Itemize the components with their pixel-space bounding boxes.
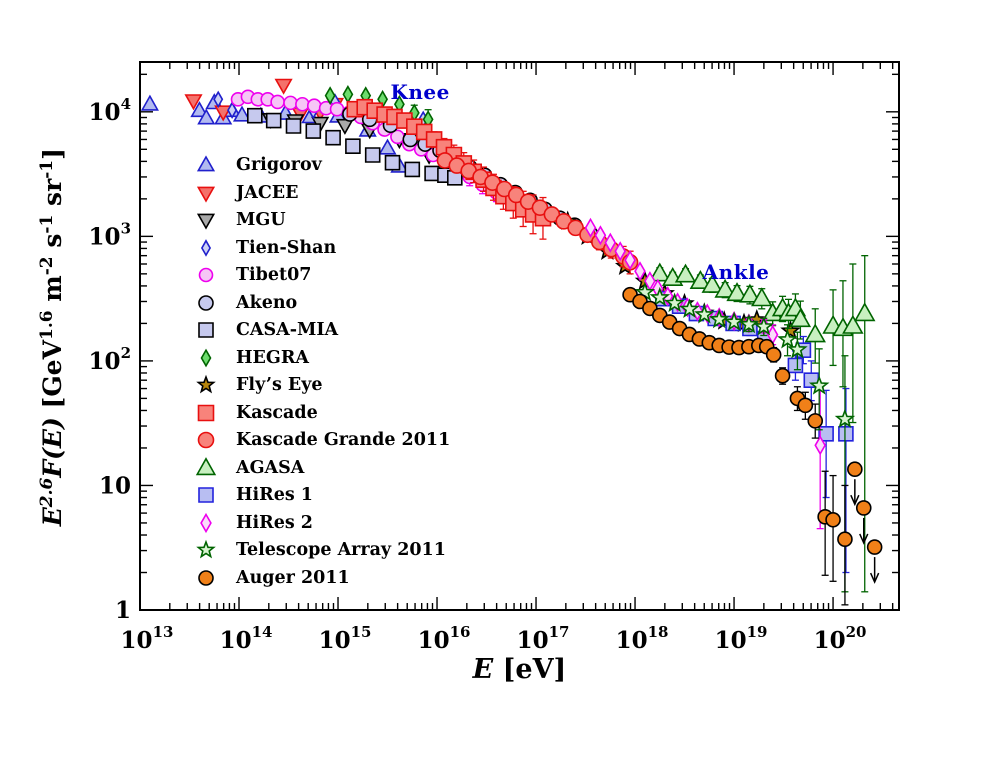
x-tick-label-18: 1018 — [616, 623, 669, 654]
axis-title-segment: -1 — [36, 159, 57, 179]
y-tick-label-4: 104 — [89, 95, 131, 126]
y-axis-title: E2.6F(E) [GeV1.6 m-2 s-1 sr-1] — [37, 57, 67, 617]
legend-item-grigorov: Grigorov — [188, 152, 322, 179]
y-tick-label-1: 10 — [99, 472, 131, 499]
x-tick-label-14: 1014 — [220, 623, 273, 654]
knee-annotation: Knee — [390, 79, 450, 104]
axis-title-segment: [GeV — [38, 340, 68, 418]
legend-item-agasa: AGASA — [188, 454, 304, 481]
legend-marker-akeno — [198, 294, 214, 311]
axis-title-segment: [eV] — [493, 654, 567, 685]
legend-marker-hegra — [200, 348, 212, 367]
axis-title-segment: 2.6 — [36, 477, 57, 508]
legend-label-hegra: HEGRA — [236, 347, 309, 368]
legend-label-telescope-array: Telescope Array 2011 — [236, 540, 446, 560]
y-tick-label-3: 103 — [89, 219, 131, 250]
series-agasa — [649, 255, 876, 593]
legend-label-akeno: Akeno — [236, 292, 298, 313]
legend-marker-hires-2 — [200, 512, 212, 533]
axis-title-segment: sr — [38, 178, 68, 215]
series-kascade-grande — [436, 152, 639, 275]
legend-item-mgu: MGU — [188, 207, 286, 234]
axis-ticks — [139, 62, 899, 611]
legend-label-flys-eye: Fly’s Eye — [236, 375, 323, 395]
legend-item-tibet07: Tibet07 — [188, 262, 311, 289]
x-tick-label-15: 1015 — [319, 623, 372, 654]
legend-label-mgu: MGU — [236, 210, 286, 230]
axis-title-segment: F(E) — [38, 417, 68, 478]
legend-label-auger: Auger 2011 — [236, 567, 350, 588]
legend-label-hires-1: HiRes 1 — [236, 485, 313, 505]
legend-label-agasa: AGASA — [236, 457, 305, 478]
axis-title-segment: m — [38, 275, 68, 311]
y-tick-label-0: 1 — [115, 597, 131, 624]
legend-item-tien-shan: Tien-Shan — [188, 234, 336, 261]
legend-item-hegra: HEGRA — [188, 344, 309, 371]
legend-item-akeno: Akeno — [188, 289, 297, 316]
axis-title-segment: ] — [38, 148, 68, 160]
axis-title-segment: E — [38, 507, 68, 527]
legend-item-kascade: Kascade — [188, 399, 318, 426]
series-casa-mia — [247, 107, 463, 186]
legend-item-jacee: JACEE — [188, 179, 298, 206]
legend-label-tibet07: Tibet07 — [236, 265, 312, 285]
x-tick-label-13: 1013 — [121, 623, 174, 654]
x-tick-label-20: 1020 — [814, 623, 867, 654]
legend-marker-kascade-grande — [197, 431, 215, 449]
x-tick-label-19: 1019 — [715, 623, 768, 654]
legend-marker-mgu — [196, 213, 216, 230]
axis-title-segment: 1.6 — [36, 310, 57, 341]
legend-item-telescope-array: Telescope Array 2011 — [188, 537, 446, 564]
x-axis-title: E [eV] — [140, 654, 899, 685]
series-auger — [622, 286, 883, 606]
x-tick-label-17: 1017 — [517, 623, 570, 654]
legend-label-casa-mia: CASA-MIA — [236, 320, 339, 340]
axis-title-segment: -1 — [36, 214, 57, 234]
legend-label-kascade-grande: Kascade Grande 2011 — [236, 430, 451, 450]
legend-item-flys-eye: Fly’s Eye — [188, 372, 323, 399]
legend-marker-jacee — [196, 186, 216, 203]
x-tick-label-16: 1016 — [418, 623, 471, 654]
legend-marker-telescope-array — [196, 539, 216, 559]
legend-label-grigorov: Grigorov — [236, 155, 322, 175]
legend-marker-auger — [198, 569, 214, 586]
legend-marker-tibet07 — [198, 267, 214, 283]
legend-item-kascade-grande: Kascade Grande 2011 — [188, 427, 450, 454]
legend-item-hires-2: HiRes 2 — [188, 509, 313, 536]
legend-marker-hires-1 — [198, 487, 214, 503]
legend-marker-kascade — [197, 404, 215, 421]
legend-item-casa-mia: CASA-MIA — [188, 317, 338, 344]
legend-label-hires-2: HiRes 2 — [236, 512, 313, 533]
axis-title-segment: E — [472, 654, 494, 685]
tick-labels: 1013 1014 1015 1016 1017 1018 1019 1020 1 10 102 10… — [89, 95, 867, 654]
legend-marker-grigorov — [196, 155, 216, 172]
ankle-annotation: Ankle — [702, 260, 770, 285]
legend-label-jacee: JACEE — [236, 182, 299, 203]
legend-label-kascade: Kascade — [236, 402, 318, 423]
legend-marker-casa-mia — [198, 322, 214, 338]
plot-frame — [139, 61, 900, 611]
series-telescope-array — [634, 281, 856, 593]
legend-item-auger: Auger 2011 — [188, 564, 350, 591]
y-tick-label-2: 102 — [89, 344, 131, 375]
legend-marker-flys-eye — [196, 374, 216, 394]
axis-title-segment: s — [38, 233, 68, 257]
legend-marker-tien-shan — [200, 238, 212, 257]
legend-label-tien-shan: Tien-Shan — [236, 237, 337, 258]
legend-item-hires-1: HiRes 1 — [188, 482, 313, 509]
axis-title-segment: -2 — [36, 256, 57, 276]
legend-marker-agasa — [195, 456, 217, 475]
